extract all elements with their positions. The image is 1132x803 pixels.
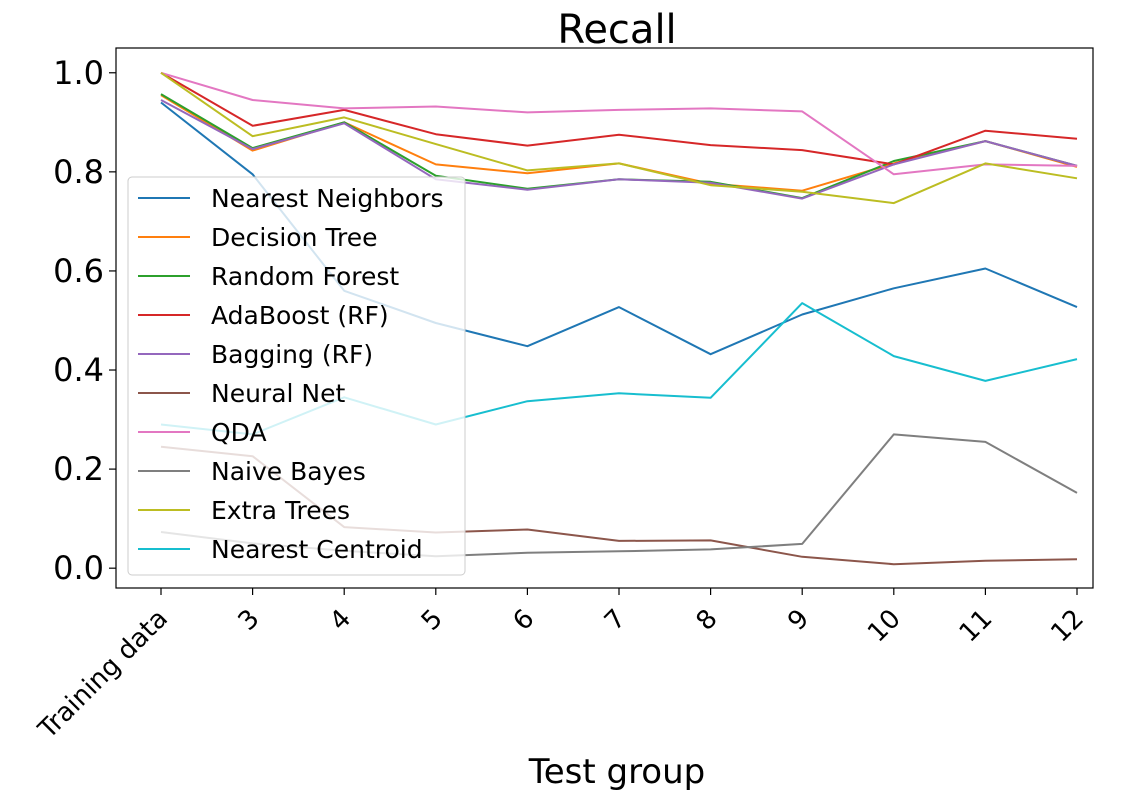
- x-tick-label: 10: [862, 604, 907, 649]
- x-tick-label: 9: [782, 604, 815, 637]
- x-tick-label: 5: [416, 604, 449, 637]
- x-tick-label: Training data: [32, 604, 174, 746]
- series-line-adaboost-rf: [160, 71, 1078, 166]
- legend-label: Naive Bayes: [211, 457, 366, 486]
- y-tick-label: 0.4: [53, 351, 104, 389]
- y-tick-label: 0.0: [53, 549, 104, 587]
- series-line-extra-trees: [160, 71, 1078, 205]
- legend-label: Neural Net: [211, 379, 345, 408]
- x-tick-label: 4: [324, 604, 357, 637]
- legend-label: Nearest Centroid: [211, 535, 423, 564]
- series-line-bagging-rf: [160, 99, 1078, 200]
- legend-label: Random Forest: [211, 262, 399, 291]
- x-tick-label: 11: [954, 604, 999, 649]
- legend: Nearest Neighbors Decision Tree Random For…: [127, 176, 466, 576]
- x-tick-label: 7: [599, 604, 632, 637]
- legend-box: [127, 176, 466, 576]
- y-tick-label: 0.2: [53, 450, 104, 488]
- x-tick-label: 8: [691, 604, 724, 637]
- chart-title: Recall: [557, 7, 676, 53]
- y-tick-label: 0.8: [53, 153, 104, 191]
- legend-label: AdaBoost (RF): [211, 301, 389, 330]
- legend-label: Nearest Neighbors: [211, 184, 444, 213]
- legend-label: QDA: [211, 418, 267, 447]
- x-axis: Training data 3 4 5 6 7 8 9 10 11 12: [32, 588, 1090, 745]
- x-tick-label: 12: [1045, 604, 1090, 649]
- x-tick-label: 3: [233, 604, 266, 637]
- x-tick-label: 6: [507, 604, 540, 637]
- series-line-qda: [160, 71, 1078, 176]
- x-axis-label: Test group: [528, 752, 706, 792]
- y-tick-label: 0.6: [53, 252, 104, 290]
- plot-frame: [115, 47, 1094, 589]
- y-tick-label: 1.0: [53, 54, 104, 92]
- legend-label: Bagging (RF): [211, 340, 373, 369]
- y-axis: 0.0 0.2 0.4 0.6 0.8 1.0: [53, 54, 116, 587]
- legend-label: Extra Trees: [211, 496, 350, 525]
- legend-label: Decision Tree: [211, 223, 377, 252]
